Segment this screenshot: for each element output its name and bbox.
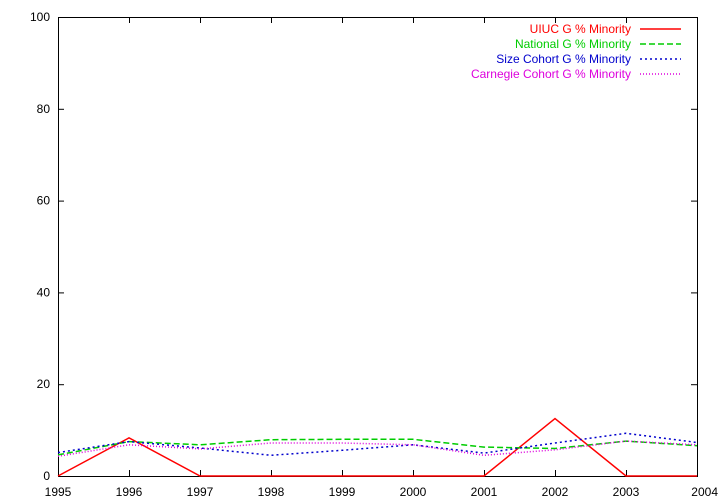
axis-ticks: 0 20 40 60 80 100 1995 1996 1997 1998 1999 2000 2001… — [30, 10, 718, 499]
legend-label: UIUC G % Minority — [530, 22, 631, 36]
y-tick-label: 20 — [37, 377, 51, 391]
x-tick-label: 1999 — [329, 485, 356, 499]
x-tick-label: 1995 — [45, 485, 72, 499]
x-tick-label: 1996 — [116, 485, 143, 499]
x-tick-label: 1998 — [258, 485, 285, 499]
series-line-2 — [57, 438, 698, 456]
x-tick-label: 2001 — [471, 485, 498, 499]
x-tick-label: 2002 — [542, 485, 569, 499]
legend-label: Size Cohort G % Minority — [496, 52, 631, 66]
y-tick-label: 80 — [37, 102, 51, 116]
series-line-1 — [57, 417, 697, 477]
x-tick-label: 2004 — [691, 485, 718, 499]
x-tick-label: 2000 — [400, 485, 427, 499]
x-tick-label: 2003 — [613, 485, 640, 499]
legend-label: Carnegie Cohort G % Minority — [471, 67, 631, 81]
x-tick-label: 1997 — [187, 485, 214, 499]
series-line-3 — [57, 432, 698, 457]
series-lines — [57, 417, 698, 477]
y-tick-label: 60 — [37, 194, 51, 208]
y-tick-label: 100 — [30, 10, 50, 24]
plot-frame — [58, 17, 698, 477]
y-tick-label: 40 — [37, 285, 51, 299]
y-tick-label: 0 — [43, 469, 50, 483]
legend-label: National G % Minority — [515, 37, 631, 51]
